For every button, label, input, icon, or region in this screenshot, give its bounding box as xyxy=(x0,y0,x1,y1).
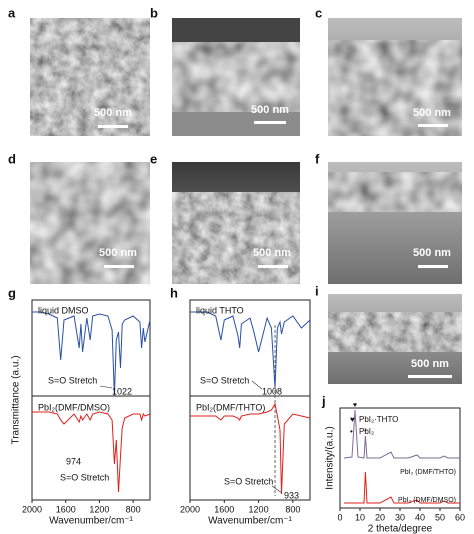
sem-image xyxy=(172,192,300,284)
panel-label: d xyxy=(8,151,16,166)
x-tick-label: 1200 xyxy=(249,504,269,514)
scale-bar-label: 500 nm xyxy=(411,358,449,370)
panel-label: i xyxy=(315,283,319,298)
sem-image xyxy=(328,172,462,212)
panel-label: b xyxy=(150,5,158,20)
plot-frame xyxy=(189,299,311,501)
x-tick-label: 20 xyxy=(375,512,385,522)
scale-bar xyxy=(98,125,128,128)
scale-bar-label: 500 nm xyxy=(413,247,451,259)
scale-bar-label: 500 nm xyxy=(99,247,137,259)
scale-bar-label: 500 nm xyxy=(94,107,132,119)
panel-label: j xyxy=(321,393,326,408)
sem-image xyxy=(30,18,150,136)
x-axis-label: 2 theta/degree xyxy=(368,524,433,534)
x-tick-label: 800 xyxy=(285,504,300,514)
series-line xyxy=(32,411,151,493)
scale-bar xyxy=(418,265,448,268)
sem-image xyxy=(328,312,462,352)
x-tick-label: 0 xyxy=(337,512,342,522)
annotation: 1022 xyxy=(112,386,132,396)
peak-marker: ♥ xyxy=(353,402,357,409)
x-axis-label: Wavenumber/cm⁻¹ xyxy=(49,516,133,527)
legend-label: PbI₂·THTO xyxy=(359,415,398,424)
x-tick-label: 2000 xyxy=(22,504,42,514)
legend-symbol: ♥ xyxy=(350,415,355,424)
x-tick-label: 60 xyxy=(455,512,465,522)
annotation: S=O Stretch xyxy=(60,472,109,482)
panel-label: e xyxy=(150,151,157,166)
panel-label: c xyxy=(315,5,322,20)
y-axis-label: Intensity/(a.u.) xyxy=(325,426,336,489)
sem-image xyxy=(172,42,300,112)
x-tick-label: 40 xyxy=(415,512,425,522)
leader-line xyxy=(271,485,283,494)
scale-bar-label: 500 nm xyxy=(253,247,291,259)
series-label: PbI₂ (DMF/DMSO) xyxy=(398,497,456,504)
series-label: PbI₂(DMF/THTO) xyxy=(196,402,265,412)
scale-bar xyxy=(418,124,448,127)
annotation: 933 xyxy=(284,490,299,500)
annotation: S=O Stretch xyxy=(200,375,249,385)
leader-line xyxy=(251,380,263,390)
y-axis-label: Transmittance (a.u.) xyxy=(11,355,22,444)
x-tick-label: 30 xyxy=(395,512,405,522)
x-tick-label: 1200 xyxy=(89,504,109,514)
peak-marker: • xyxy=(364,428,367,435)
scale-bar-label: 500 nm xyxy=(251,104,289,116)
annotation: S=O Stretch xyxy=(224,476,273,486)
annotation: S=O Stretch xyxy=(48,375,97,385)
series-line xyxy=(190,402,311,495)
legend-symbol: • xyxy=(350,427,353,436)
scale-bar xyxy=(254,121,286,124)
sem-background xyxy=(172,18,300,42)
scale-bar xyxy=(258,265,288,268)
series-line xyxy=(343,409,460,459)
sem-image xyxy=(30,162,150,284)
scale-bar xyxy=(408,375,452,378)
panel-label: g xyxy=(8,285,16,300)
x-tick-label: 1600 xyxy=(56,504,76,514)
x-tick-label: 1600 xyxy=(214,504,234,514)
x-axis-label: Wavenumber/cm⁻¹ xyxy=(208,516,292,527)
series-line xyxy=(190,311,311,389)
panel-label: h xyxy=(170,285,178,300)
series-label: PbI₂ (DMF/THTO) xyxy=(400,469,456,476)
plot-frame xyxy=(31,299,151,501)
x-tick-label: 2000 xyxy=(180,504,200,514)
sem-image xyxy=(328,40,462,136)
series-line xyxy=(344,471,460,504)
x-tick-label: 50 xyxy=(435,512,445,522)
annotation: 1008 xyxy=(262,386,282,396)
legend-label: PbI₂ xyxy=(359,427,374,436)
annotation: 974 xyxy=(66,456,81,466)
x-tick-label: 800 xyxy=(126,504,141,514)
leader-line xyxy=(99,385,113,389)
series-label: PbI₂(DMF/DMSO) xyxy=(38,402,110,412)
x-tick-label: 10 xyxy=(355,512,365,522)
panel-label: a xyxy=(8,5,16,20)
scale-bar xyxy=(104,265,134,268)
series-line xyxy=(32,311,151,397)
scale-bar-label: 500 nm xyxy=(413,107,451,119)
series-label: liquid THTO xyxy=(196,305,244,315)
panel-label: f xyxy=(315,151,320,166)
series-label: liquid DMSO xyxy=(38,305,89,315)
